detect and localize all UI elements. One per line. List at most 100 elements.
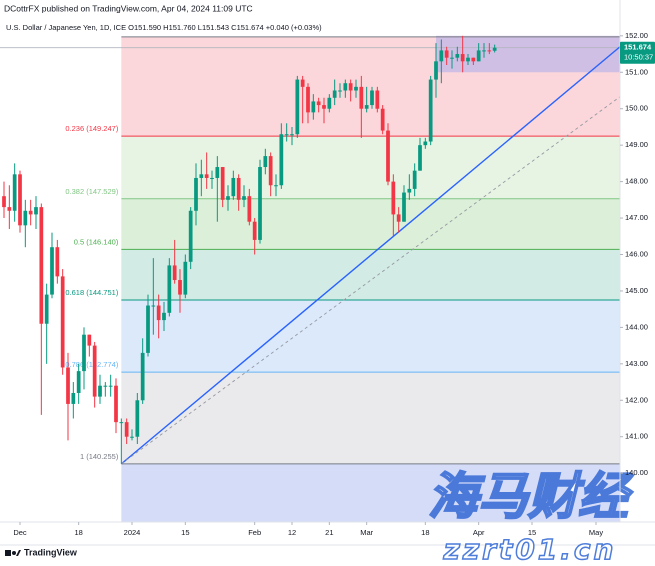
candle-body (455, 54, 460, 58)
candle-body (412, 170, 417, 189)
candle-body (487, 50, 492, 52)
candle-body (12, 174, 17, 211)
candle-body (124, 422, 129, 437)
candle-body (178, 280, 182, 295)
candle-body (92, 345, 97, 397)
candle-body (444, 50, 449, 58)
fib-label: 0.618 (144.751) (65, 288, 118, 297)
y-tick-label: 146.00 (625, 249, 648, 258)
x-tick-label: 12 (288, 528, 296, 537)
candle-body (279, 134, 284, 186)
y-tick-label: 152.00 (625, 31, 648, 40)
candle-body (460, 54, 465, 62)
candle-body (87, 334, 92, 346)
candle-body (23, 210, 28, 226)
x-tick-label: 21 (325, 528, 333, 537)
candle-body (82, 334, 86, 372)
candle-body (194, 177, 198, 211)
candle-body (183, 261, 188, 295)
candle-body (359, 86, 364, 109)
candle-body (98, 385, 102, 397)
candle-body (188, 210, 193, 262)
fib-band (121, 463, 620, 522)
watermark-site: zzrt01.cn (443, 533, 617, 566)
candle-body (66, 367, 70, 404)
y-tick-label: 142.00 (625, 395, 648, 404)
y-tick-label: 151.00 (625, 67, 648, 76)
candle-body (204, 174, 209, 178)
fib-label: 0.5 (146.140) (74, 237, 119, 246)
candle-body (151, 305, 156, 307)
candle-body (284, 134, 289, 136)
candle-body (295, 79, 300, 135)
candle-body (354, 86, 358, 91)
candle-body (450, 57, 454, 59)
x-tick-label: 15 (528, 528, 536, 537)
fib-label: 0.786 (142.774) (65, 360, 118, 369)
candle-body (226, 196, 230, 200)
candle-body (39, 207, 44, 324)
x-tick-label: Dec (13, 528, 27, 537)
candle-body (231, 177, 236, 197)
fib-label: 0.382 (147.529) (65, 187, 118, 196)
candle-body (290, 134, 294, 136)
x-tick-label: 15 (181, 528, 189, 537)
candle-body (236, 177, 241, 200)
candle-body (162, 312, 166, 321)
candle-body (114, 385, 118, 423)
zone (436, 35, 620, 73)
y-tick-label: 148.00 (625, 177, 648, 186)
candle-body (343, 83, 348, 91)
fib-band (121, 300, 620, 373)
brand-name: TradingView (24, 547, 78, 557)
x-tick-label: Mar (360, 528, 373, 537)
candle-body (402, 192, 406, 222)
candle-body (492, 47, 497, 51)
candle-body (44, 294, 49, 324)
fib-label: 1 (140.255) (80, 452, 119, 461)
candle-body (418, 145, 422, 171)
candle-body (407, 188, 412, 193)
candle-body (119, 422, 124, 424)
fib-band (121, 198, 620, 250)
price-badge-label: 151.674 (624, 43, 652, 52)
candle-body (311, 101, 316, 113)
candle-body (28, 210, 33, 215)
fib-band (121, 136, 620, 199)
candle-body (140, 352, 145, 401)
candle-body (471, 57, 476, 62)
price-badge (620, 41, 655, 64)
candle-body (103, 385, 108, 387)
candle-body (146, 305, 150, 353)
candle-body (55, 247, 60, 277)
candle-body (172, 265, 177, 281)
candle-body (482, 50, 486, 52)
candle-body (348, 83, 353, 91)
candle-body (439, 50, 444, 62)
candle-body (215, 167, 220, 178)
candle-body (274, 185, 278, 187)
x-tick-label: Feb (248, 528, 261, 537)
candle-body (60, 276, 65, 368)
candle-body (156, 305, 161, 321)
fib-band (121, 372, 620, 464)
candle-body (423, 141, 428, 146)
candle-body (306, 86, 310, 113)
x-tick-label: 2024 (124, 528, 141, 537)
candle-body (391, 181, 396, 215)
y-tick-label: 141.00 (625, 432, 648, 441)
candle-body (76, 371, 81, 393)
symbol-line: U.S. Dollar / Japanese Yen, 1D, ICE O151… (6, 23, 322, 32)
candle-body (108, 385, 113, 387)
candle-body (428, 79, 433, 142)
candle-body (34, 207, 38, 215)
candle-body (434, 61, 438, 80)
author-line: DCottrFX published on TradingView.com, A… (4, 3, 253, 13)
candle-body (466, 57, 470, 62)
x-tick-label: 18 (421, 528, 429, 537)
fib-band (121, 249, 620, 301)
trendline (121, 96, 620, 465)
candle-body (7, 207, 12, 211)
